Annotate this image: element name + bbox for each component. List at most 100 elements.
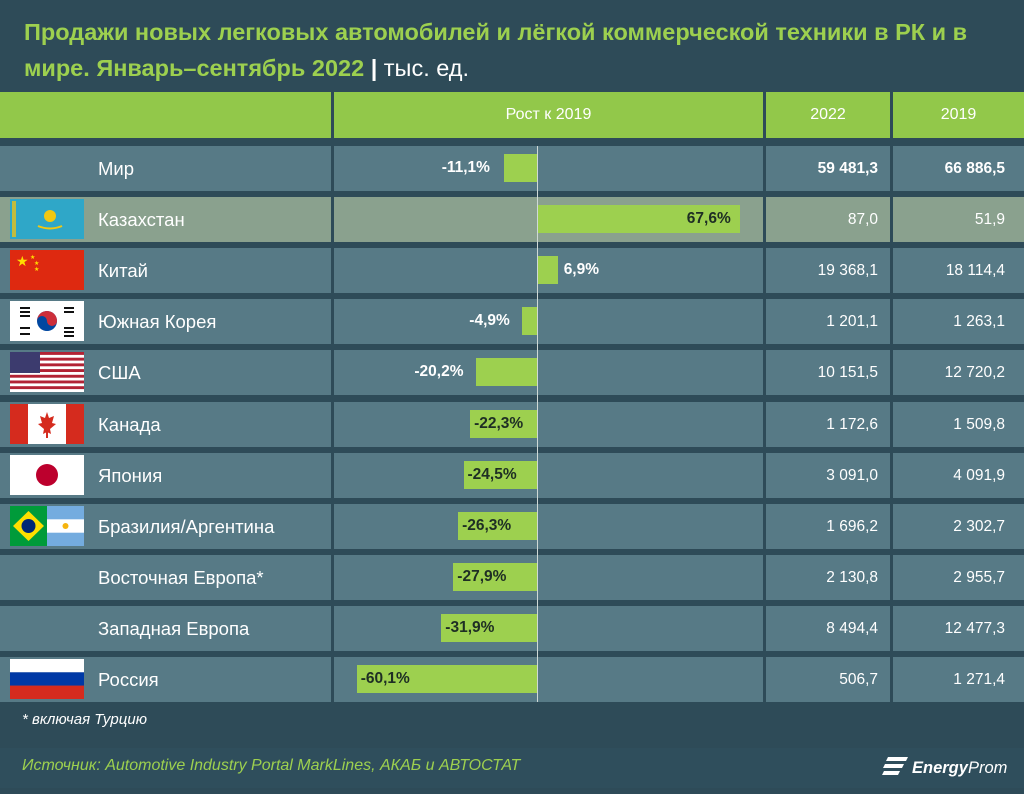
row-label-cell: [0, 606, 331, 651]
cn-flag-icon: ★ ★ ★ ★: [10, 250, 84, 290]
category-label: Бразилия/Аргентина: [98, 516, 275, 537]
row-2022-cell: [766, 248, 890, 293]
logo-text: EnergyProm: [912, 759, 1007, 778]
category-label: Китай: [98, 260, 148, 281]
footer-bar: [0, 748, 1024, 788]
row-2019-cell: [893, 657, 1024, 702]
growth-value-label: -22,3%: [474, 415, 524, 432]
value-2019: 66 886,5: [944, 160, 1005, 177]
row-2019-cell: [893, 299, 1024, 344]
value-2019: 1 263,1: [953, 313, 1005, 330]
header-2019: 2019: [893, 92, 1024, 138]
value-2019: 12 477,3: [944, 620, 1005, 637]
us-flag-icon: [10, 352, 84, 392]
growth-bar: [537, 205, 740, 233]
row-bar-cell: [334, 299, 763, 344]
growth-value-label: 67,6%: [686, 210, 731, 227]
br-ar-flag-icon: [10, 506, 84, 546]
category-label: Западная Европа: [98, 618, 250, 639]
growth-value-label: -11,1%: [441, 159, 490, 176]
category-label: Мир: [98, 158, 135, 179]
category-label: США: [98, 362, 141, 383]
value-2019: 2 302,7: [953, 518, 1005, 535]
category-label: Канада: [98, 414, 161, 435]
row-2019-cell: [893, 402, 1024, 447]
growth-bar: [356, 665, 537, 693]
value-2019: 18 114,4: [945, 262, 1005, 279]
svg-text:★: ★: [34, 266, 39, 273]
title-unit: тыс. ед.: [383, 55, 470, 81]
row-2022-cell: [766, 197, 890, 242]
row-2019-cell: [893, 504, 1024, 549]
value-2022: 1 696,2: [826, 518, 878, 535]
svg-text:★: ★: [16, 254, 29, 270]
row-2022-cell: [766, 504, 890, 549]
row-2019-cell: [893, 555, 1024, 600]
svg-text:★: ★: [30, 254, 35, 261]
value-2022: 1 172,6: [826, 416, 878, 433]
growth-bar: [441, 614, 537, 642]
growth-bar: [463, 461, 537, 489]
value-2019: 1 271,4: [953, 671, 1005, 688]
svg-text:★: ★: [34, 260, 39, 267]
row-2022-cell: [766, 146, 890, 191]
row-label-cell: [0, 555, 331, 600]
category-label: Южная Корея: [98, 311, 217, 332]
category-label: Казахстан: [98, 209, 185, 230]
row-2019-cell: [893, 248, 1024, 293]
growth-bar: [453, 563, 537, 591]
row-2022-cell: [766, 402, 890, 447]
growth-value-label: -4,9%: [469, 312, 510, 329]
value-2019: 12 720,2: [944, 364, 1005, 381]
category-label: Восточная Европа*: [98, 567, 264, 588]
row-bar-cell: [334, 606, 763, 651]
row-bar-cell: [334, 350, 763, 395]
row-bar-cell: [334, 146, 763, 191]
row-bar-cell: [334, 453, 763, 498]
growth-value-label: -24,5%: [467, 466, 517, 483]
row-bar-cell: [334, 402, 763, 447]
value-2019: 51,9: [974, 211, 1005, 228]
chart-title: Продажи новых легковых автомобилей и лёг…: [24, 14, 1014, 86]
ru-flag-icon: [10, 659, 84, 699]
growth-value-label: -60,1%: [360, 670, 410, 687]
row-2019-cell: [893, 350, 1024, 395]
growth-bar: [470, 410, 537, 438]
row-2022-cell: [766, 453, 890, 498]
growth-bar: [458, 512, 537, 540]
kz-flag-icon: [10, 199, 84, 239]
value-2022: 1 201,1: [826, 313, 878, 330]
growth-value-label: -20,2%: [414, 363, 464, 380]
row-2022-cell: [766, 606, 890, 651]
logo-text-light: Prom: [967, 758, 1008, 777]
value-2019: 4 091,9: [953, 467, 1005, 484]
value-2022: 59 481,3: [817, 160, 878, 177]
energyprom-logo-icon: [882, 757, 908, 775]
row-2022-cell: [766, 555, 890, 600]
growth-value-label: 6,9%: [563, 261, 600, 278]
row-bar-cell: [334, 504, 763, 549]
value-2022: 19 368,1: [817, 262, 878, 279]
category-label: Россия: [98, 669, 159, 690]
energyprom-logo: EnergyProm: [882, 755, 1007, 781]
header-2022: 2022: [766, 92, 890, 138]
row-2019-cell: [893, 146, 1024, 191]
header-growth: Рост к 2019: [334, 92, 763, 138]
zero-axis-line: [537, 146, 538, 702]
growth-bar: [537, 256, 558, 284]
value-2022: 506,7: [839, 671, 878, 688]
category-label: Япония: [98, 465, 163, 486]
jp-flag-icon: [10, 455, 84, 495]
row-2022-cell: [766, 299, 890, 344]
header-label-cell: [0, 92, 331, 138]
row-2019-cell: [893, 197, 1024, 242]
title-separator: |: [370, 55, 378, 81]
kr-flag-icon: [10, 301, 84, 341]
row-2022-cell: [766, 657, 890, 702]
value-2019: 2 955,7: [953, 569, 1005, 586]
growth-value-label: -26,3%: [462, 517, 512, 534]
row-label-cell: [0, 146, 331, 191]
growth-bar: [503, 154, 537, 182]
logo-text-bold: Energy: [912, 758, 968, 777]
footnote: * включая Турцию: [22, 711, 147, 728]
